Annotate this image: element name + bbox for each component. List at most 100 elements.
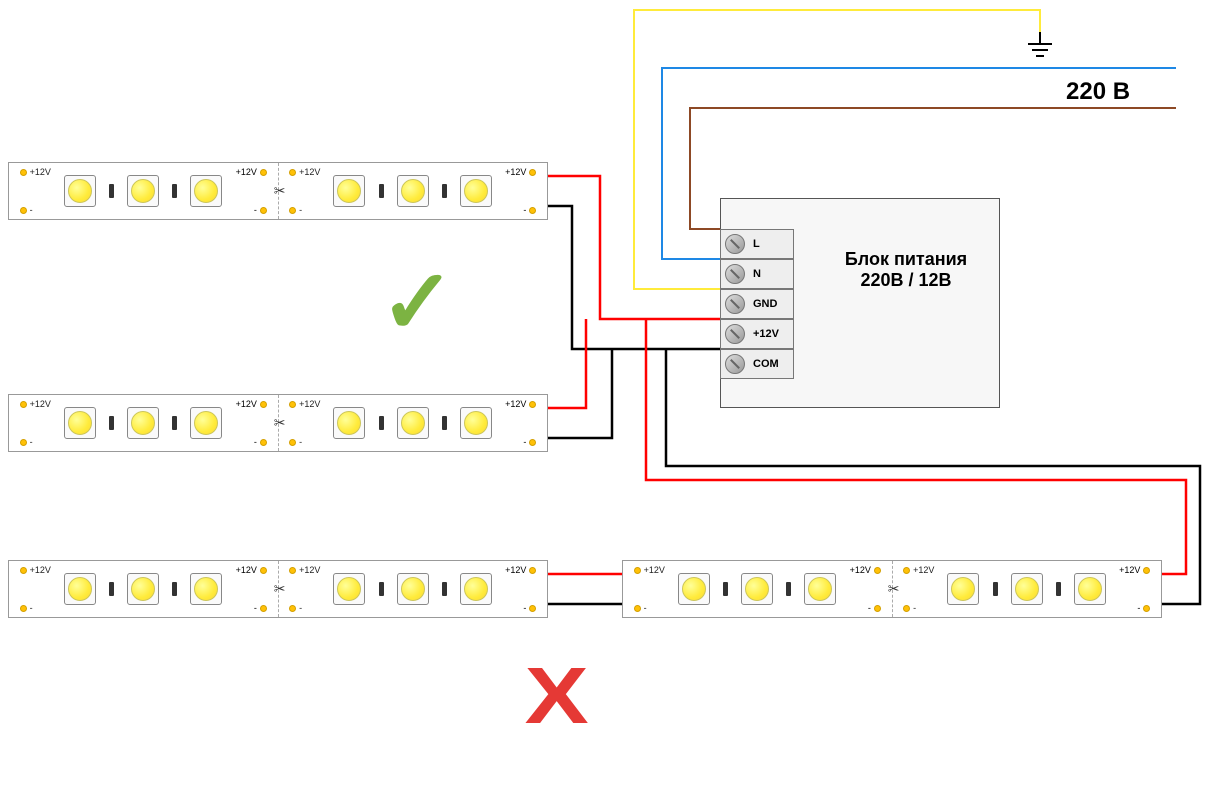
led-emitter-icon [131,411,155,435]
terminal-label: +12V [753,328,779,340]
resistor-icon [109,184,114,198]
terminal-gnd: GND [720,289,794,319]
led-chip [1074,573,1106,605]
led-emitter-icon [951,577,975,601]
led-chip [333,573,365,605]
led-emitter-icon [337,411,361,435]
cut-mark-icon: ✂ [274,183,286,200]
led-emitter-icon [401,179,425,203]
solder-pad [903,567,910,574]
solder-pad [20,567,27,574]
solder-pad [289,567,296,574]
cut-mark-icon: ✂ [888,581,900,598]
solder-pad [289,439,296,446]
led-chip [190,175,222,207]
led-segment: +12V-+12V-✂ [9,561,279,617]
cut-mark-icon: ✂ [274,581,286,598]
resistor-icon [172,582,177,596]
solder-pad [289,207,296,214]
led-emitter-icon [808,577,832,601]
led-chip [397,175,429,207]
resistor-icon [379,582,384,596]
ground-symbol [1028,32,1052,56]
strip-pos-label: +12V [1119,565,1140,575]
terminal-com: COM [720,349,794,379]
led-chip [947,573,979,605]
led-chip [190,407,222,439]
led-segment: +12V-+12V- [279,395,548,451]
solder-pad [529,401,536,408]
led-emitter-icon [194,411,218,435]
led-chip [460,407,492,439]
led-chip [460,573,492,605]
strip-pos-label: +12V [236,399,257,409]
solder-pad [289,401,296,408]
led-segment: +12V-+12V-✂ [623,561,893,617]
strip-pos-label: +12V [30,167,51,177]
led-emitter-icon [131,179,155,203]
led-emitter-icon [464,179,488,203]
solder-pad [874,605,881,612]
strip-neg-label: - [1137,603,1140,613]
strip-neg-label: - [299,205,302,215]
resistor-icon [109,582,114,596]
led-emitter-icon [194,179,218,203]
resistor-icon [379,416,384,430]
led-chip [333,175,365,207]
led-segment: +12V-+12V- [279,163,548,219]
resistor-icon [172,416,177,430]
strip-pos-label: +12V [850,565,871,575]
incorrect-mark-icon: X [525,650,589,742]
solder-pad [529,605,536,612]
strip-pos-label: +12V [236,565,257,575]
led-emitter-icon [337,179,361,203]
strip-pos-label: +12V [913,565,934,575]
resistor-icon [442,582,447,596]
strip-pos-label: +12V [644,565,665,575]
resistor-icon [172,184,177,198]
strip-neg-label: - [299,603,302,613]
resistor-icon [993,582,998,596]
led-chip [397,407,429,439]
resistor-icon [786,582,791,596]
power-supply-block: LNGND+12VCOM Блок питания 220В / 12В [720,198,1000,408]
led-emitter-icon [131,577,155,601]
terminal-l: L [720,229,794,259]
strip-neg-label: - [254,205,257,215]
strip-neg-label: - [644,603,647,613]
solder-pad [529,439,536,446]
solder-pad [20,401,27,408]
terminal-screw-icon [725,294,745,314]
cut-mark-icon: ✂ [274,415,286,432]
strip-pos-label: +12V [299,167,320,177]
wire [548,206,728,349]
strip-pos-label: +12V [505,167,526,177]
resistor-icon [442,416,447,430]
led-chip [127,407,159,439]
led-strip: +12V-+12V-✂+12V-+12V- [8,560,548,618]
strip-neg-label: - [523,437,526,447]
led-emitter-icon [1078,577,1102,601]
led-chip [127,573,159,605]
strip-pos-label: +12V [299,399,320,409]
led-emitter-icon [682,577,706,601]
led-segment: +12V-+12V- [893,561,1162,617]
led-chip [678,573,710,605]
led-segment: +12V-+12V-✂ [9,395,279,451]
solder-pad [260,169,267,176]
led-segment: +12V-+12V-✂ [9,163,279,219]
solder-pad [1143,567,1150,574]
led-strip: +12V-+12V-✂+12V-+12V- [8,162,548,220]
mains-voltage-label: 220 В [1066,78,1130,106]
led-chip [64,407,96,439]
psu-title-1: Блок питания [821,249,991,270]
resistor-icon [723,582,728,596]
led-chip [1011,573,1043,605]
solder-pad [260,207,267,214]
solder-pad [289,605,296,612]
solder-pad [20,439,27,446]
terminal-screw-icon [725,264,745,284]
wire [548,349,612,438]
terminal-block: LNGND+12VCOM [720,229,794,379]
led-emitter-icon [68,179,92,203]
